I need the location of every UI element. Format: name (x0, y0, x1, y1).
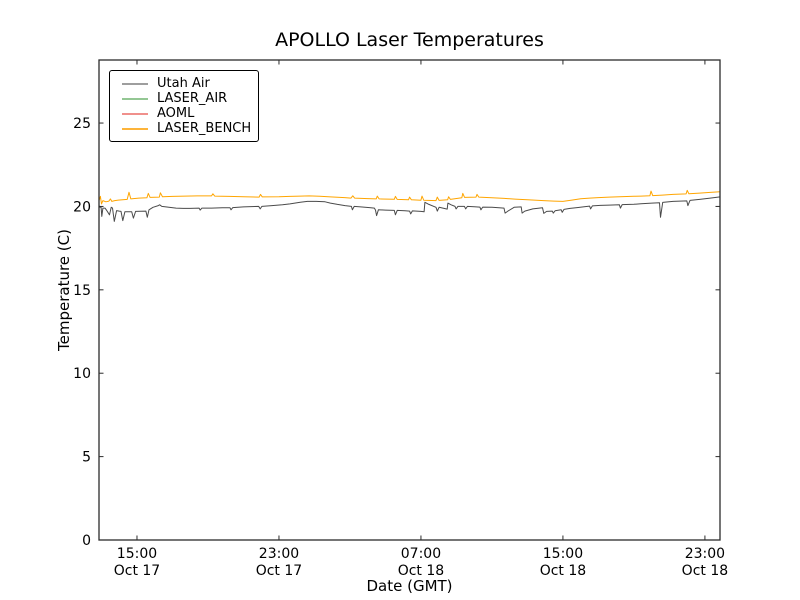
x-tick-label-time: 23:00 (685, 546, 725, 562)
chart-title: APOLLO Laser Temperatures (275, 29, 544, 51)
legend-item-utah-air: Utah Air (116, 76, 252, 91)
legend-item-aoml: AOML (116, 106, 252, 121)
x-tick-label-date: Oct 18 (398, 563, 444, 579)
legend: Utah Air LASER_AIR AOML LASER_BENCH (109, 70, 259, 142)
legend-line-swatch (122, 112, 148, 115)
legend-item-label: LASER_BENCH (157, 121, 252, 136)
x-tick-label-time: 15:00 (543, 546, 583, 562)
x-tick-label-time: 15:00 (117, 546, 157, 562)
y-tick-label: 10 (73, 366, 91, 382)
y-axis-label: Temperature (C) (55, 229, 73, 351)
x-tick-label-date: Oct 17 (114, 563, 160, 579)
x-tick-label-date: Oct 17 (256, 563, 302, 579)
legend-line-swatch (122, 97, 148, 100)
x-tick-label-time: 23:00 (259, 546, 299, 562)
series-line-laser-bench (98, 189, 721, 205)
x-tick-label-date: Oct 18 (682, 563, 728, 579)
y-tick-label: 25 (73, 116, 91, 132)
legend-line-swatch (122, 82, 148, 85)
x-axis-label: Date (GMT) (366, 577, 453, 595)
y-tick-label: 5 (82, 450, 91, 466)
legend-item-laser-air: LASER_AIR (116, 91, 252, 106)
x-tick-label-date: Oct 18 (540, 563, 586, 579)
plot-frame (98, 59, 721, 541)
x-tick-label-time: 07:00 (401, 546, 441, 562)
series-line-utah-air (98, 196, 721, 222)
y-tick-label: 0 (82, 533, 91, 549)
legend-item-label: Utah Air (157, 76, 210, 91)
legend-item-laser-bench: LASER_BENCH (116, 121, 252, 136)
y-tick-label: 20 (73, 199, 91, 215)
legend-item-label: AOML (157, 106, 195, 121)
legend-item-label: LASER_AIR (157, 91, 228, 106)
legend-line-swatch (122, 127, 148, 130)
y-tick-label: 15 (73, 283, 91, 299)
